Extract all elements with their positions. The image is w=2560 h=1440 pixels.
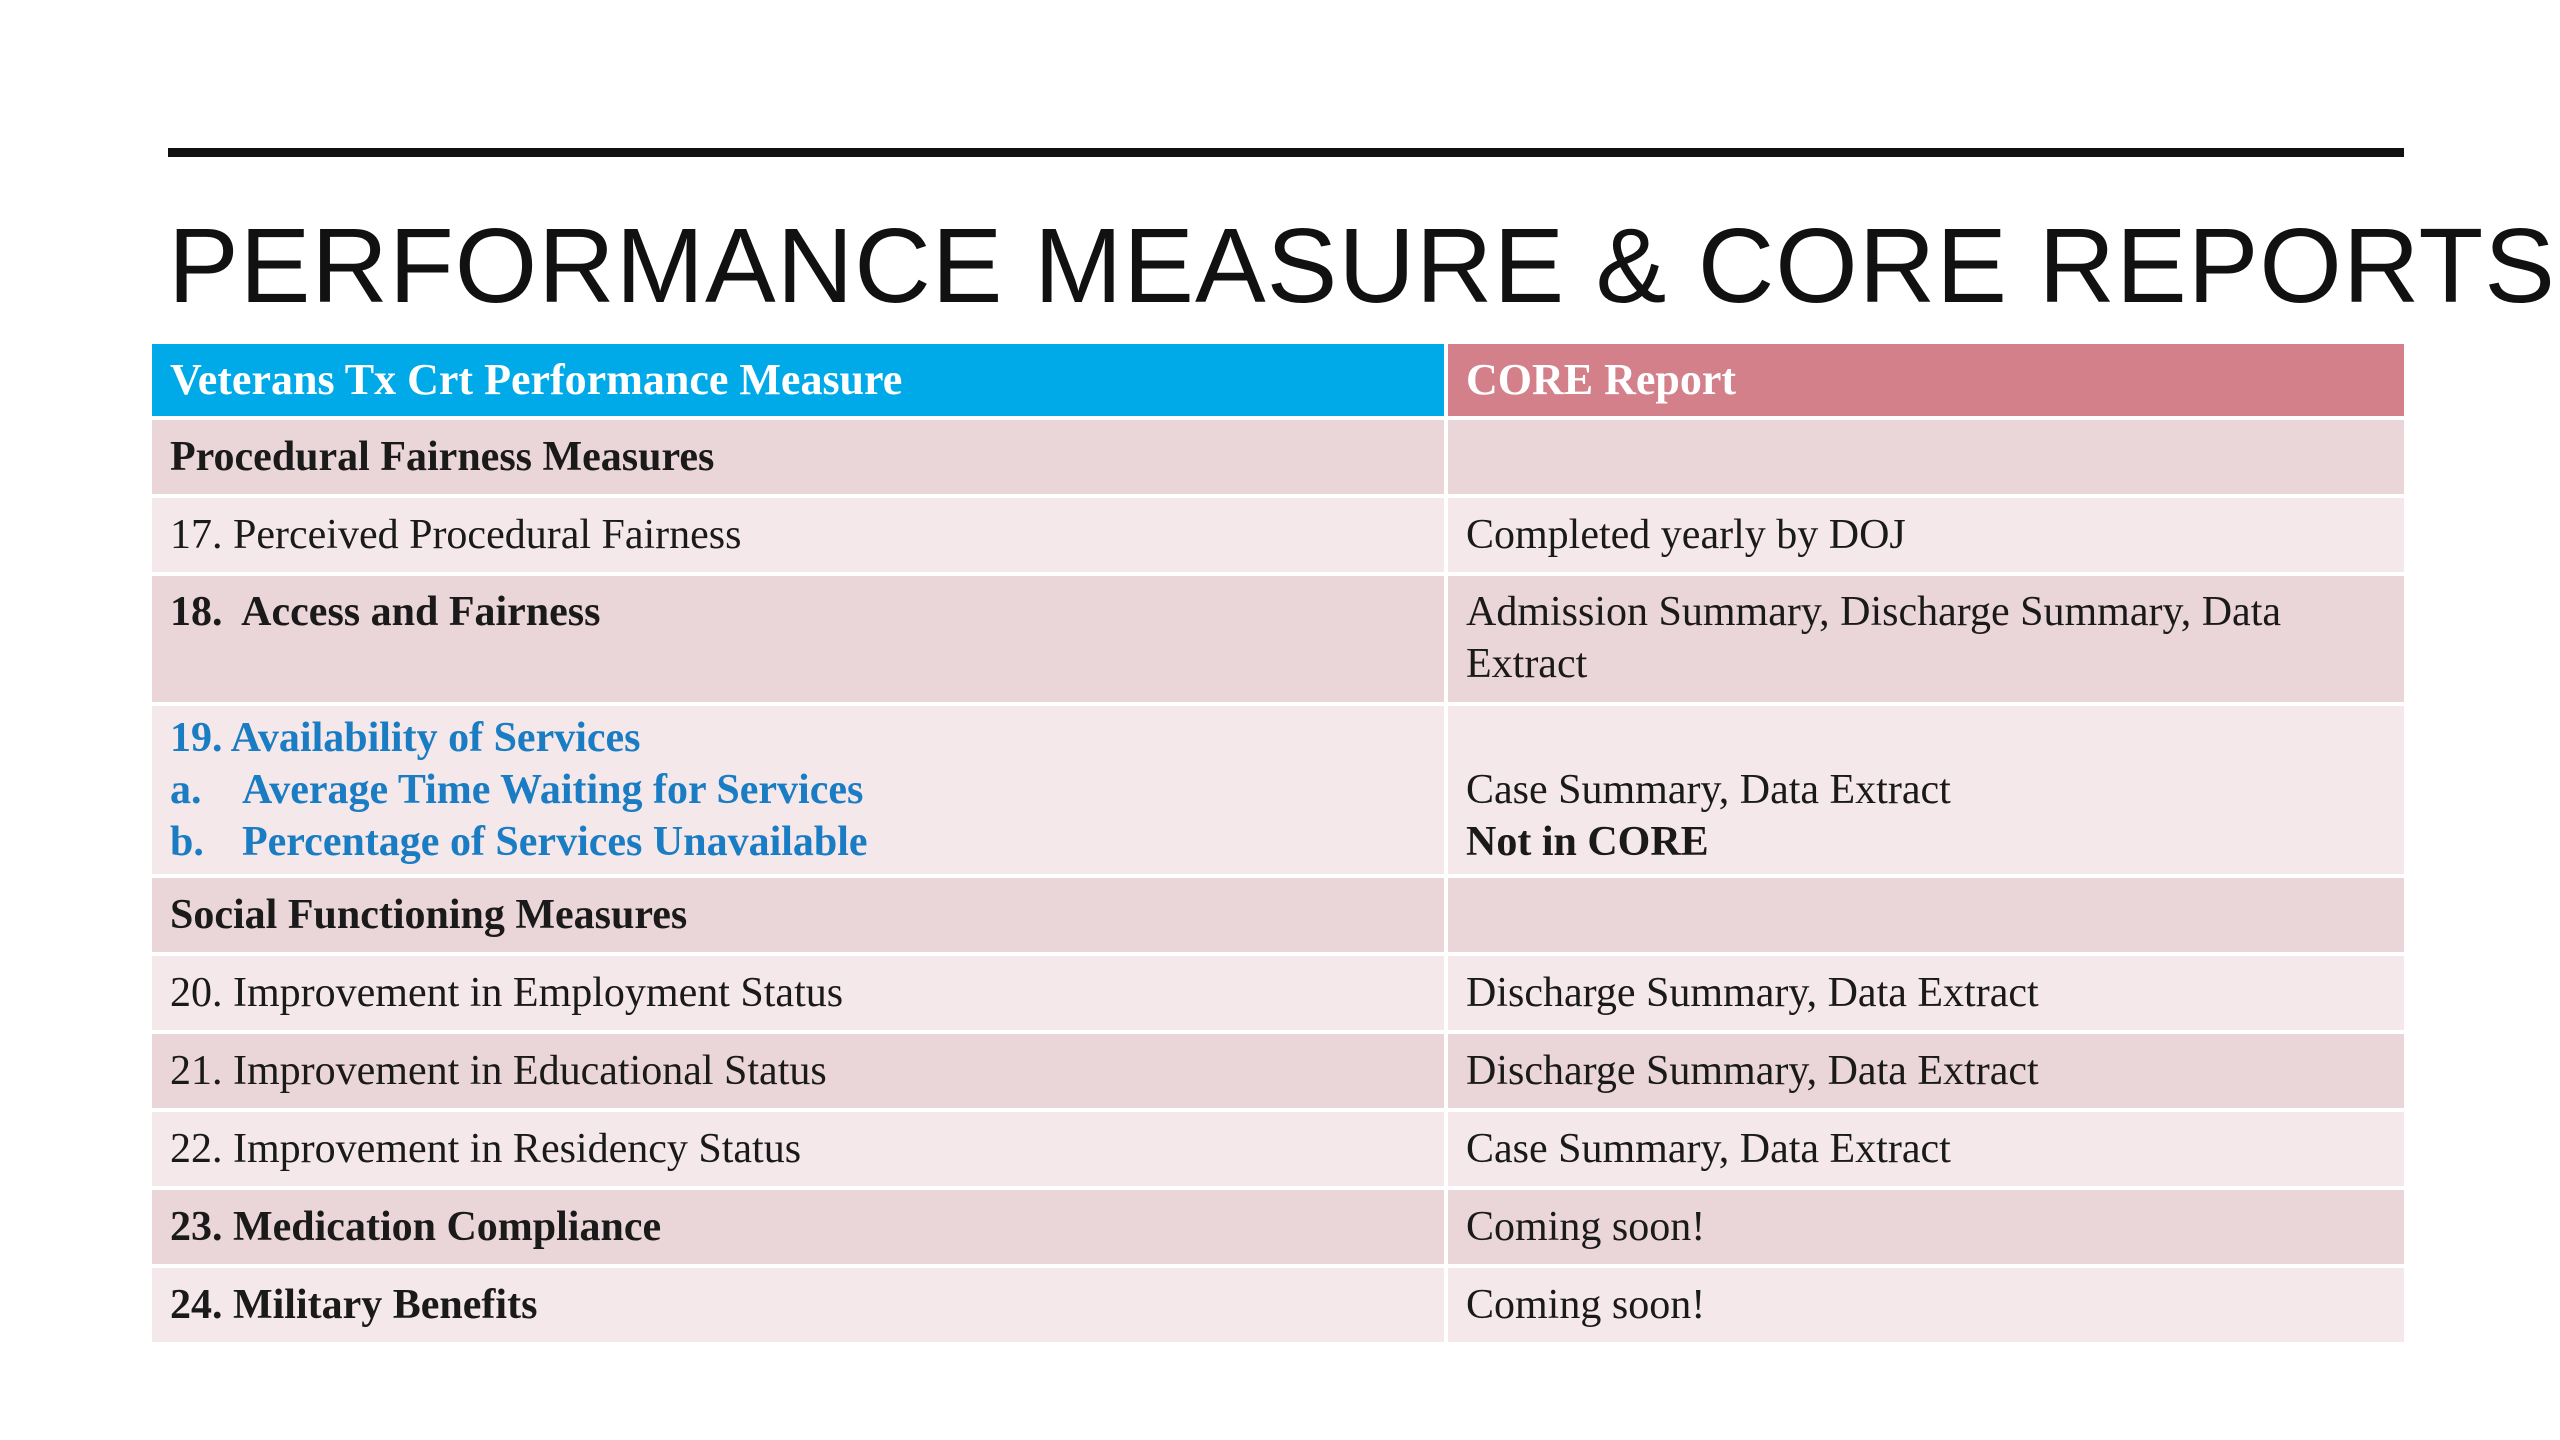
core-report-cell: Admission Summary, Discharge Summary, Da…	[1444, 572, 2408, 706]
sub-item-label: Average Time Waiting for Services	[242, 767, 864, 813]
sub-item-marker: a.	[170, 767, 202, 813]
core-report-cell	[1444, 874, 2408, 956]
section-heading-procedural-fairness: Procedural Fairness Measures	[148, 416, 1448, 498]
measure-cell: 19. Availability of Services a. Average T…	[148, 702, 1448, 878]
slide-title: PERFORMANCE MEASURE & CORE REPORTS	[168, 207, 2556, 325]
table-row: Social Functioning Measures	[148, 874, 2408, 956]
table-header-row: Veterans Tx Crt Performance Measure CORE…	[148, 340, 2408, 420]
measure-link-access-fairness[interactable]: 18. Access and Fairness	[148, 572, 1448, 706]
table-row: 21. Improvement in Educational Status Di…	[148, 1030, 2408, 1112]
core-report-cell: Discharge Summary, Data Extract	[1444, 1030, 2408, 1112]
table-row: 23. Medication Compliance Coming soon!	[148, 1186, 2408, 1268]
measure-cell: 20. Improvement in Employment Status	[148, 952, 1448, 1034]
table-row: Procedural Fairness Measures	[148, 416, 2408, 498]
measure-link-medication-compliance[interactable]: 23. Medication Compliance	[148, 1186, 1448, 1268]
table-row: 18. Access and Fairness Admission Summar…	[148, 572, 2408, 706]
measure-cell: 21. Improvement in Educational Status	[148, 1030, 1448, 1112]
table-row: 17. Perceived Procedural Fairness Comple…	[148, 494, 2408, 576]
measure-cell: 22. Improvement in Residency Status	[148, 1108, 1448, 1190]
performance-measures-table: Veterans Tx Crt Performance Measure CORE…	[148, 340, 2408, 1346]
core-report-line: Case Summary, Data Extract	[1466, 767, 1951, 813]
sub-item-label: Percentage of Services Unavailable	[242, 819, 868, 865]
sub-item-marker: b.	[170, 819, 204, 865]
core-report-cell: Discharge Summary, Data Extract	[1444, 952, 2408, 1034]
measure-link-military-benefits[interactable]: 24. Military Benefits	[148, 1264, 1448, 1346]
core-report-cell: Completed yearly by DOJ	[1444, 494, 2408, 576]
core-report-line-empty: ​	[1466, 712, 2386, 764]
table-row: 24. Military Benefits Coming soon!	[148, 1264, 2408, 1346]
table-row: 20. Improvement in Employment Status Dis…	[148, 952, 2408, 1034]
sub-measure-link-percentage-unavailable[interactable]: b. Percentage of Services Unavailable	[170, 816, 1426, 868]
core-report-line-not-in-core: Not in CORE	[1466, 819, 1709, 865]
core-report-cell: Coming soon!	[1444, 1186, 2408, 1268]
table-row: 22. Improvement in Residency Status Case…	[148, 1108, 2408, 1190]
title-rule	[168, 148, 2404, 157]
table-row: 19. Availability of Services a. Average T…	[148, 702, 2408, 878]
sub-measure-link-average-time-waiting[interactable]: a. Average Time Waiting for Services	[170, 764, 1426, 816]
measure-cell: 17. Perceived Procedural Fairness	[148, 494, 1448, 576]
header-core-report: CORE Report	[1444, 340, 2408, 420]
core-report-cell: ​ Case Summary, Data Extract Not in CORE	[1444, 702, 2408, 878]
section-heading-social-functioning: Social Functioning Measures	[148, 874, 1448, 956]
measure-link-availability-of-services[interactable]: 19. Availability of Services	[170, 715, 641, 761]
core-report-cell: Case Summary, Data Extract	[1444, 1108, 2408, 1190]
header-performance-measure: Veterans Tx Crt Performance Measure	[148, 340, 1448, 420]
core-report-cell: Coming soon!	[1444, 1264, 2408, 1346]
core-report-cell	[1444, 416, 2408, 498]
